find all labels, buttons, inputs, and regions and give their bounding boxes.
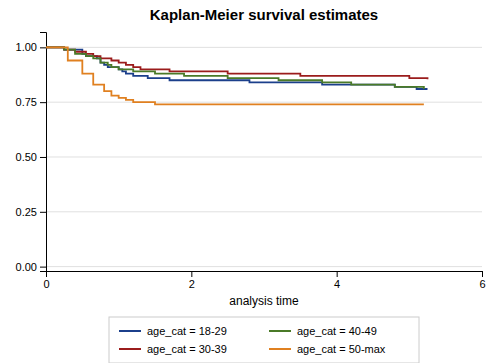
title: Kaplan-Meier survival estimates — [150, 6, 378, 23]
x-tick-label: 2 — [189, 278, 195, 290]
chart: 0 2 4 6 0.00 0.25 0.50 0.75 1.00 Kaplan-Meier sur… — [0, 0, 500, 363]
y-tick: 0.25 — [16, 206, 46, 218]
x-tick: 4 — [334, 271, 340, 290]
legend: age_cat = 18-29 age_cat = 30-39 age_cat = … — [109, 317, 419, 363]
x-tick-label: 6 — [479, 278, 485, 290]
y-tick-label: 1.00 — [16, 41, 37, 53]
legend-swatch — [269, 330, 291, 332]
x-tick-mark — [337, 271, 338, 277]
grid-line — [46, 211, 482, 212]
curves — [46, 47, 428, 104]
y-tick-mark — [40, 157, 46, 158]
legend-entry: age_cat = 40-49 — [269, 325, 377, 337]
legend-entry: age_cat = 18-29 — [119, 325, 227, 337]
legend-label: age_cat = 30-39 — [147, 343, 227, 355]
y-tick-mark — [40, 267, 46, 268]
survival-curve — [46, 47, 428, 89]
y-tick: 0.50 — [16, 151, 46, 163]
y-tick-mark — [40, 102, 46, 103]
y-tick-label: 0.00 — [16, 261, 37, 273]
x-tick: 0 — [43, 271, 49, 290]
x-tick-mark — [482, 271, 483, 277]
x-tick-label: 4 — [334, 278, 340, 290]
y-tick: 0.75 — [16, 96, 46, 108]
y-axis-line — [40, 33, 47, 272]
legend-label: age_cat = 50-max — [297, 343, 386, 355]
survival-curve — [46, 47, 424, 104]
x-axis-title: analysis time — [229, 294, 299, 308]
y-tick-label: 0.50 — [16, 151, 37, 163]
y-tick: 1.00 — [16, 41, 46, 53]
x-tick-mark — [191, 271, 192, 277]
legend-frame — [109, 317, 419, 363]
x-tick: 2 — [189, 271, 195, 290]
x-tick: 6 — [479, 271, 485, 290]
y-tick: 0.00 — [16, 261, 46, 273]
y-tick-mark — [40, 47, 46, 48]
x-axis: 0 2 4 6 — [43, 271, 485, 290]
grid-line — [46, 47, 482, 48]
x-tick-label: 0 — [43, 278, 49, 290]
plot: 0 2 4 6 0.00 0.25 0.50 0.75 1.00 — [16, 33, 486, 290]
survival-curve — [46, 47, 424, 89]
y-tick-label: 0.75 — [16, 96, 37, 108]
legend-entry: age_cat = 50-max — [269, 343, 386, 355]
legend-entry: age_cat = 30-39 — [119, 343, 227, 355]
grid — [46, 47, 482, 266]
y-tick-label: 0.25 — [16, 206, 37, 218]
grid-line — [46, 156, 482, 157]
y-axis: 0.00 0.25 0.50 0.75 1.00 — [16, 33, 47, 273]
grid-line — [46, 266, 482, 267]
legend-label: age_cat = 40-49 — [297, 325, 377, 337]
x-axis-line — [47, 272, 483, 278]
y-tick-mark — [40, 212, 46, 213]
legend-swatch — [119, 348, 141, 350]
grid-line — [46, 102, 482, 103]
legend-swatch — [119, 330, 141, 332]
legend-label: age_cat = 18-29 — [147, 325, 227, 337]
legend-swatch — [269, 348, 291, 350]
